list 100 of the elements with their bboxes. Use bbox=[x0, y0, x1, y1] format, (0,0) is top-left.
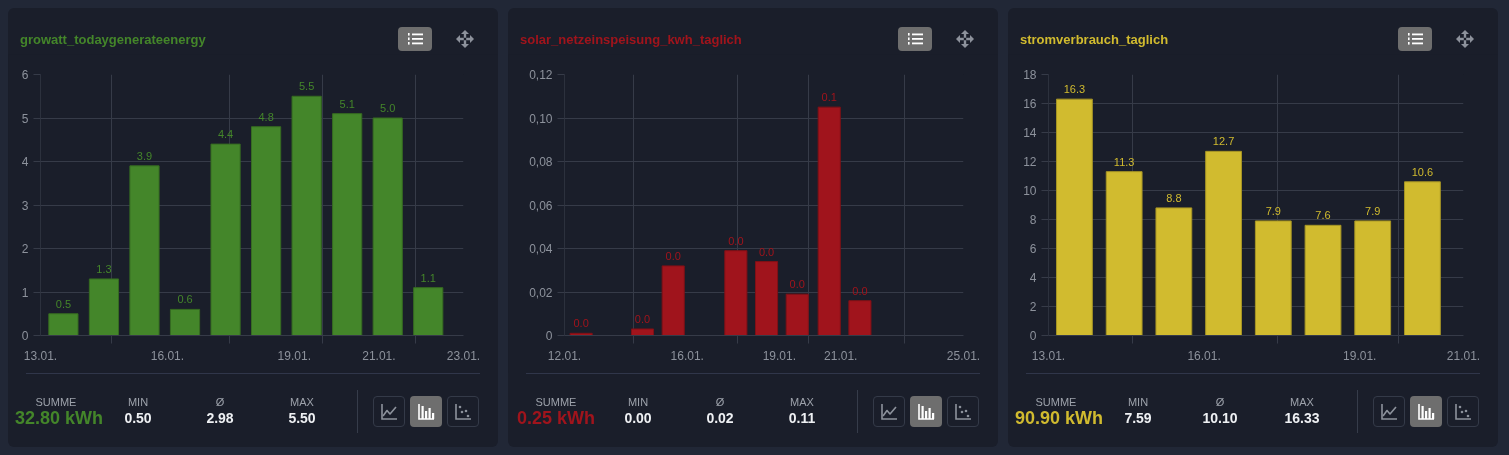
bar bbox=[785, 293, 809, 336]
data-label: 7.6 bbox=[1315, 209, 1331, 222]
bar bbox=[1404, 181, 1441, 336]
y-tick-label: 12 bbox=[1023, 155, 1037, 169]
x-tick-label: 16.01. bbox=[150, 348, 185, 363]
data-label: 8.8 bbox=[1166, 191, 1182, 204]
text: 5.50 bbox=[287, 409, 317, 427]
text: 0.00 bbox=[623, 409, 653, 427]
bar bbox=[129, 165, 160, 336]
bar bbox=[332, 113, 363, 336]
bar bbox=[630, 328, 655, 336]
x-tick-label: 16.01. bbox=[670, 348, 704, 363]
data-label: 7.9 bbox=[1365, 204, 1381, 217]
y-tick-label: 8 bbox=[1029, 213, 1037, 227]
y-tick-label: 10 bbox=[1023, 184, 1037, 198]
bar bbox=[848, 300, 872, 336]
data-label: 0.0 bbox=[573, 317, 589, 330]
y-tick-label: 0 bbox=[1029, 329, 1037, 343]
y-tick-label: 4 bbox=[1029, 271, 1037, 285]
data-label: 4.8 bbox=[258, 110, 274, 123]
bar bbox=[755, 261, 779, 336]
x-tick-label: 25.01. bbox=[946, 348, 981, 363]
x-tick-label: 13.01. bbox=[1031, 348, 1066, 363]
text: 0.50 bbox=[124, 410, 152, 426]
y-tick-label: 3 bbox=[21, 198, 29, 213]
x-tick-label: 21.01. bbox=[1446, 348, 1481, 363]
chart-title: growatt_todaygenerateenergy bbox=[20, 32, 206, 48]
y-tick-label: 6 bbox=[1029, 242, 1037, 256]
data-label: 1.3 bbox=[96, 262, 112, 275]
text: MIN bbox=[626, 395, 650, 409]
data-label: 7.9 bbox=[1265, 204, 1281, 217]
x-tick-label: 19.01. bbox=[1343, 348, 1377, 363]
data-label: 0.0 bbox=[789, 278, 805, 291]
y-tick-label: 0 bbox=[545, 329, 553, 343]
y-tick-label: 6 bbox=[21, 68, 29, 82]
bar bbox=[1254, 220, 1292, 336]
data-label: 0.6 bbox=[177, 293, 193, 306]
chart-title: solar_netzeinspeisung_kwh_taglich bbox=[520, 32, 742, 48]
data-label: 0.0 bbox=[728, 234, 744, 247]
y-tick-label: 0,12 bbox=[529, 68, 553, 82]
x-tick-label: 19.01. bbox=[277, 348, 311, 363]
text: 0.11 bbox=[787, 409, 817, 427]
text: Ø bbox=[1214, 395, 1226, 409]
data-label: 0.0 bbox=[758, 245, 775, 258]
bar bbox=[724, 250, 748, 336]
y-tick-label: 0,04 bbox=[529, 242, 553, 256]
y-tick-label: 0,02 bbox=[529, 285, 553, 300]
bar bbox=[1304, 224, 1342, 336]
y-tick-label: 0,10 bbox=[529, 111, 553, 126]
bar bbox=[88, 278, 120, 336]
y-tick-label: 0 bbox=[21, 329, 29, 343]
text: 0.25 kWh bbox=[516, 408, 596, 428]
y-tick-label: 0,06 bbox=[529, 198, 553, 213]
text: SUMME bbox=[1034, 395, 1078, 409]
data-label: 11.3 bbox=[1113, 155, 1135, 168]
x-tick-label: 12.01. bbox=[547, 348, 582, 363]
text: 32.80 kWh bbox=[15, 408, 104, 428]
text: SUMME bbox=[34, 395, 78, 409]
y-tick-label: 4 bbox=[21, 155, 29, 169]
text: SUMME bbox=[534, 395, 578, 409]
x-tick-label: 13.01. bbox=[23, 348, 58, 363]
y-tick-label: 5 bbox=[21, 111, 29, 126]
data-label: 10.6 bbox=[1411, 165, 1434, 178]
text: MIN bbox=[1126, 395, 1150, 409]
text: Ø bbox=[714, 395, 726, 409]
text: 10.10 bbox=[1201, 409, 1239, 427]
x-tick-label: 21.01. bbox=[824, 348, 858, 363]
text: MAX bbox=[789, 395, 815, 409]
bar bbox=[291, 95, 322, 336]
bar bbox=[169, 308, 201, 336]
y-tick-label: 2 bbox=[1029, 300, 1037, 314]
text: 2.98 bbox=[205, 409, 235, 427]
x-tick-label: 23.01. bbox=[446, 348, 481, 363]
text: MAX bbox=[1289, 395, 1315, 409]
data-label: 1.1 bbox=[420, 271, 436, 284]
data-label: 5.0 bbox=[380, 102, 396, 114]
x-tick-label: 19.01. bbox=[762, 348, 797, 363]
chart-title: stromverbrauch_taglich bbox=[1020, 32, 1169, 48]
data-label: 0.0 bbox=[634, 312, 651, 325]
bar bbox=[817, 106, 841, 336]
data-label: 0.5 bbox=[55, 297, 72, 310]
bar bbox=[1205, 150, 1242, 336]
data-label: 0.0 bbox=[852, 284, 868, 297]
y-tick-label: 2 bbox=[21, 242, 29, 256]
text: 16.33 bbox=[1283, 409, 1321, 427]
y-tick-label: 0,08 bbox=[529, 155, 553, 169]
x-tick-label: 16.01. bbox=[1187, 348, 1221, 363]
bar bbox=[48, 313, 79, 336]
y-tick-label: 14 bbox=[1023, 126, 1037, 140]
text: 90.90 kWh bbox=[1015, 408, 1104, 428]
bar bbox=[1056, 98, 1093, 336]
data-label: 0.0 bbox=[665, 249, 681, 262]
data-label: 0.1 bbox=[821, 91, 837, 104]
bar bbox=[1155, 207, 1193, 336]
data-label: 3.9 bbox=[136, 149, 153, 162]
y-tick-label: 18 bbox=[1023, 68, 1037, 82]
data-label: 16.3 bbox=[1063, 83, 1086, 96]
y-tick-label: 1 bbox=[21, 285, 29, 300]
text: Ø bbox=[214, 395, 226, 409]
bar bbox=[210, 143, 241, 336]
